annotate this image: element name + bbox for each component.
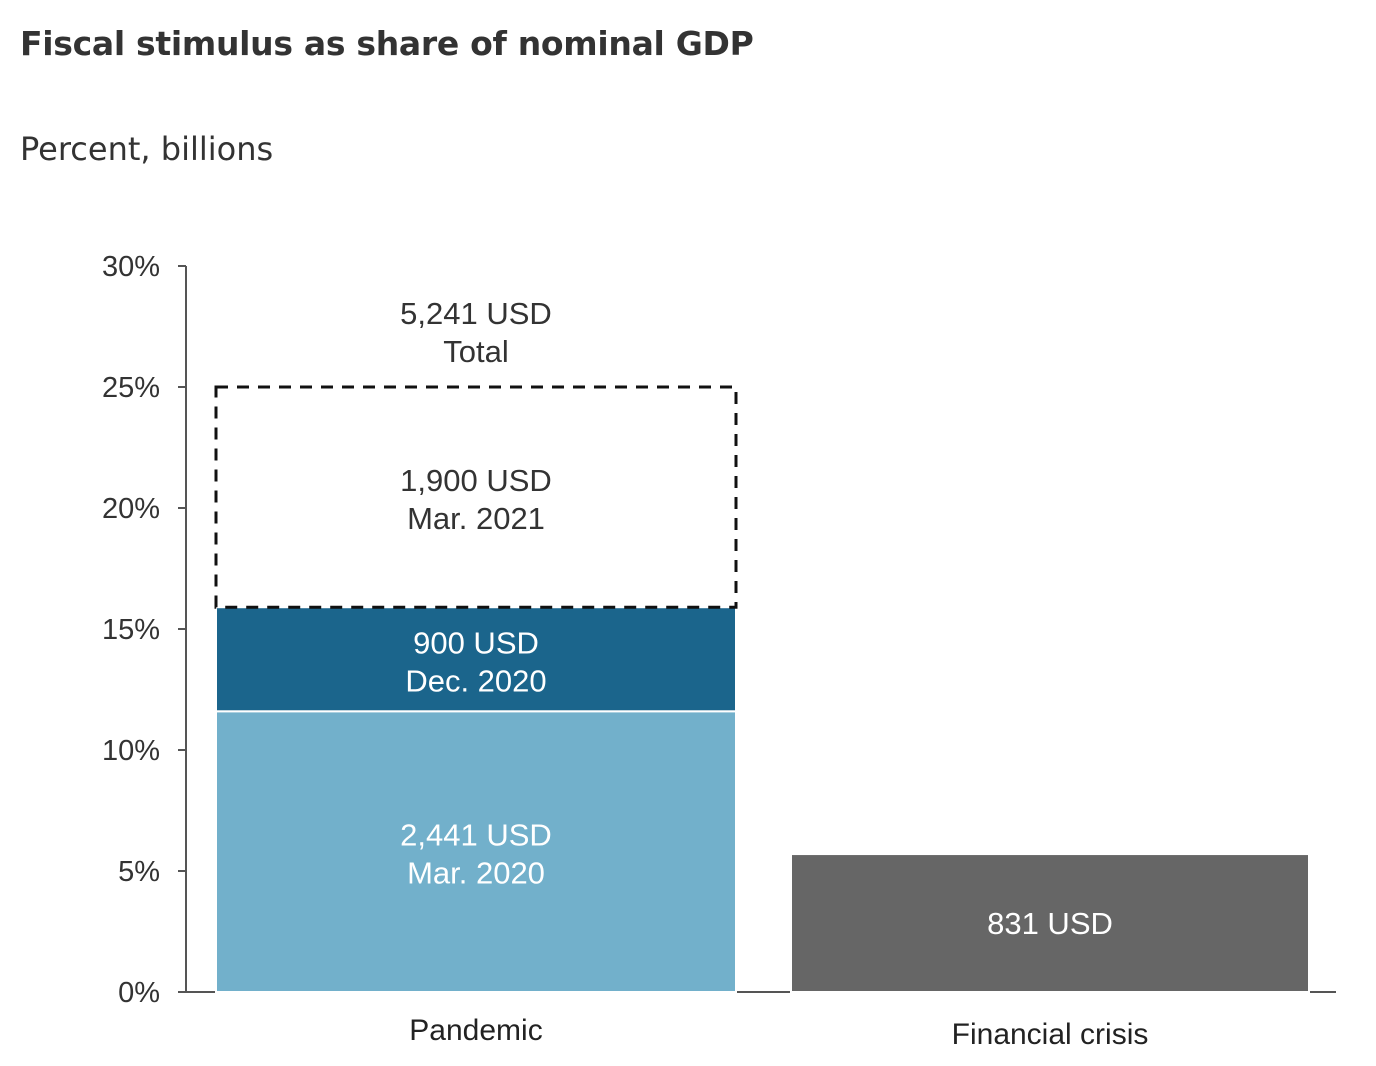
data-label: 1,900 USD <box>400 463 552 498</box>
data-label: 831 USD <box>987 906 1113 941</box>
y-tick-label: 30% <box>102 251 160 283</box>
y-tick-label: 20% <box>102 493 160 525</box>
total-label: 5,241 USD <box>400 296 552 331</box>
y-tick-label: 15% <box>102 614 160 646</box>
data-label: Mar. 2020 <box>407 856 545 891</box>
bar-segment <box>215 710 737 994</box>
y-tick-label: 10% <box>102 735 160 767</box>
data-label: Mar. 2021 <box>407 501 545 536</box>
category-label: Financial crisis <box>952 1018 1149 1051</box>
y-tick-label: 5% <box>118 856 160 888</box>
chart-subtitle: Percent, billions <box>20 130 274 168</box>
category-label: Pandemic <box>409 1014 542 1047</box>
y-tick-label: 25% <box>102 372 160 404</box>
data-label: Dec. 2020 <box>405 663 546 698</box>
total-label: Total <box>443 334 508 369</box>
data-label: 2,441 USD <box>400 818 552 853</box>
bar-segment <box>214 385 738 609</box>
bar-segment <box>215 606 737 713</box>
bar-segment <box>790 853 1310 993</box>
chart-title: Fiscal stimulus as share of nominal GDP <box>20 24 754 63</box>
y-tick-label: 0% <box>118 977 160 1009</box>
data-label: 900 USD <box>413 625 539 660</box>
